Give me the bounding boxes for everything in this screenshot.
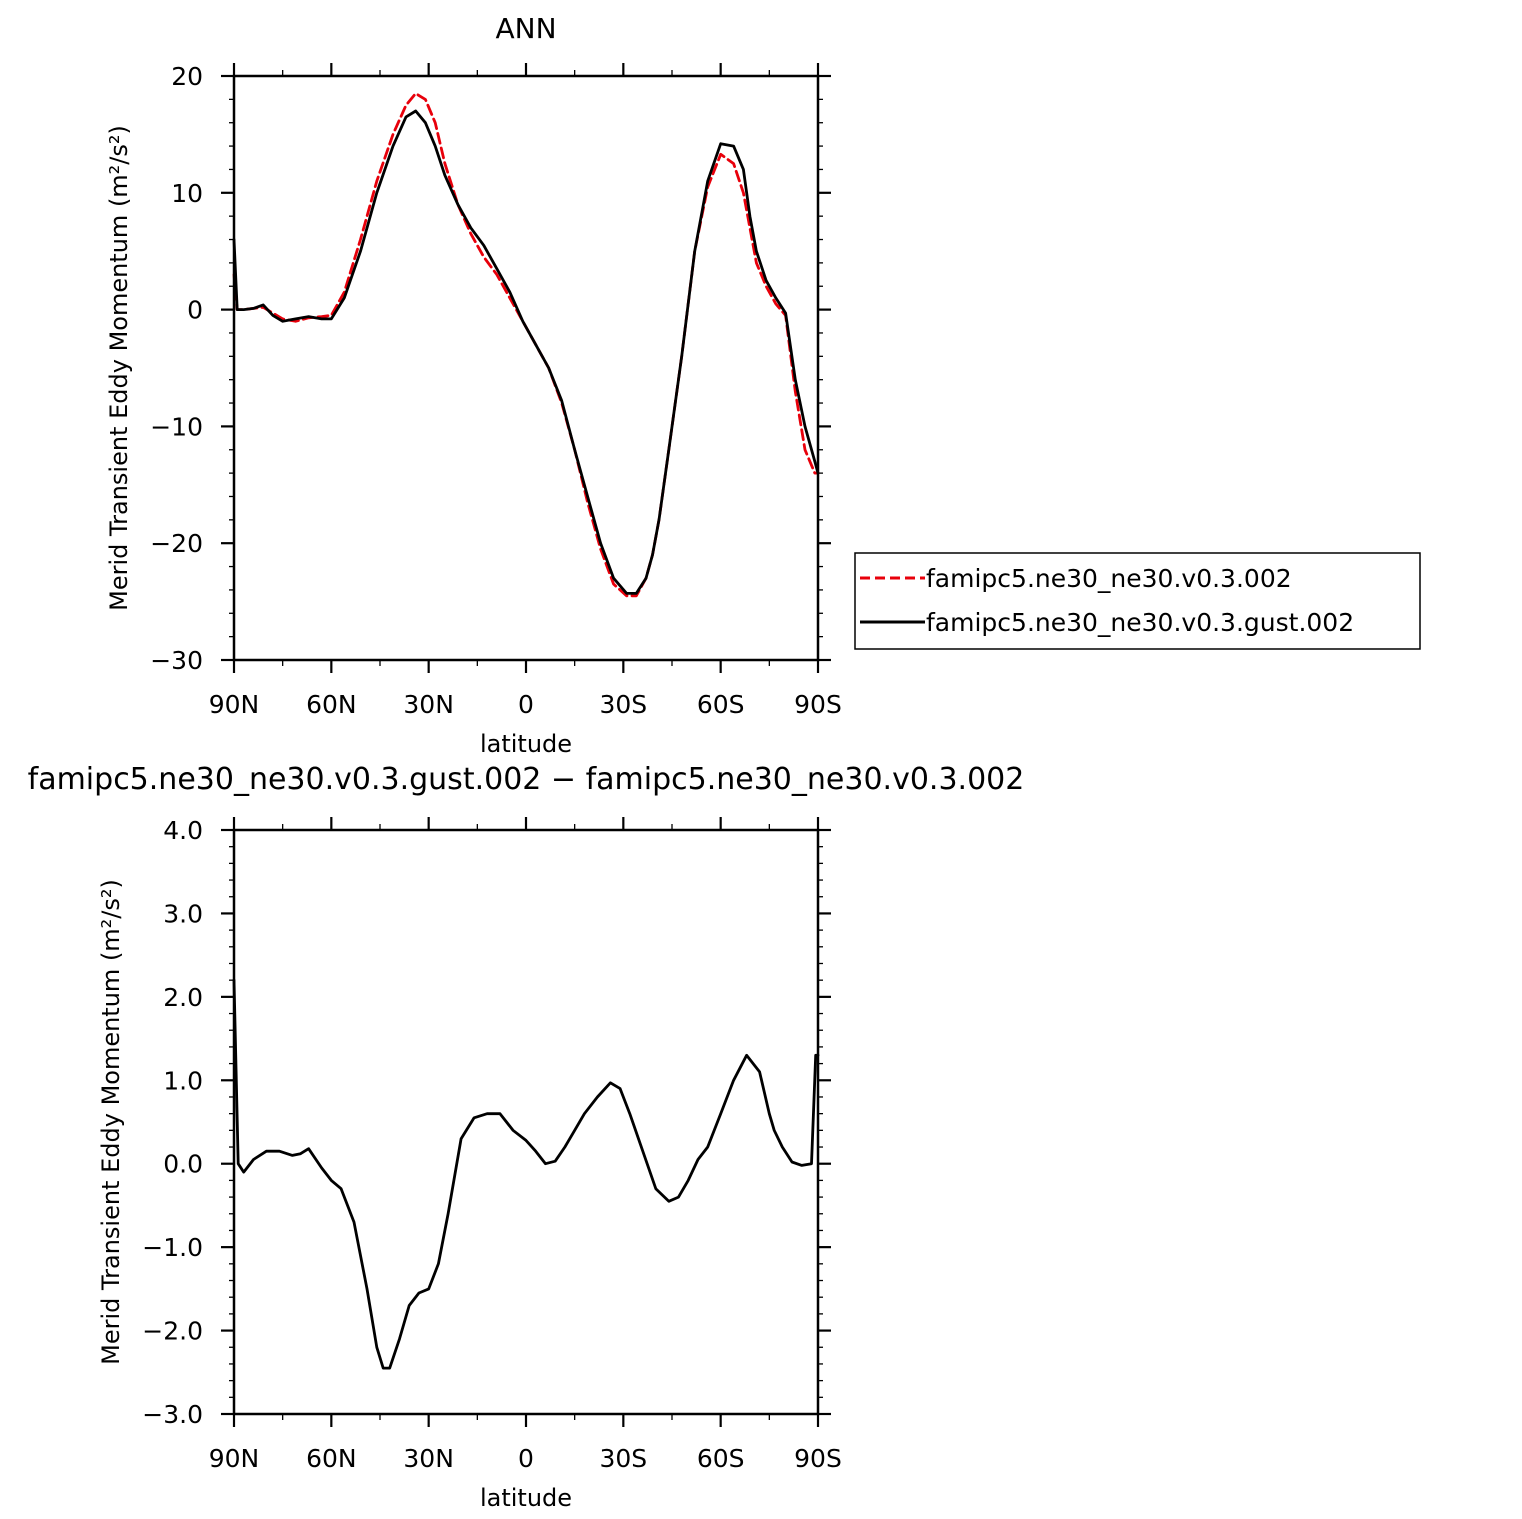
legend-box — [854, 552, 1421, 650]
y-tick-label: 2.0 — [163, 983, 203, 1012]
y-tick-label: 1.0 — [163, 1066, 203, 1095]
series-line-0 — [232, 92, 820, 598]
legend-label-control: famipc5.ne30_ne30.v0.3.002 — [926, 564, 1292, 593]
x-tick-label: 30N — [403, 690, 454, 719]
x-tick-label: 90S — [794, 690, 842, 719]
y-axis-label: Merid Transient Eddy Momentum (m²/s²) — [105, 125, 133, 611]
x-tick-label: 60N — [306, 690, 357, 719]
x-tick-labels: 90N 60N 30N 0 30S 60S 90S — [209, 1444, 842, 1473]
x-axis-label: latitude — [480, 1484, 572, 1512]
series-line-1 — [232, 109, 820, 595]
x-tick-label: 0 — [518, 1444, 534, 1473]
y-tick-label: 0 — [187, 296, 203, 325]
x-tick-label: 90N — [209, 690, 260, 719]
series-lines — [232, 92, 820, 598]
x-tick-label: 90N — [209, 1444, 260, 1473]
x-tick-label: 60S — [697, 1444, 745, 1473]
y-tick-labels: −3.0 −2.0 −1.0 0.0 1.0 2.0 3.0 4.0 — [142, 816, 203, 1429]
x-tick-label: 30S — [599, 1444, 647, 1473]
x-tick-label: 0 — [518, 690, 534, 719]
x-tick-label: 30S — [599, 690, 647, 719]
y-tick-label: −1.0 — [142, 1233, 203, 1262]
chart-title: famipc5.ne30_ne30.v0.3.gust.002 − famipc… — [28, 762, 1025, 797]
minor-ticks — [229, 70, 823, 666]
y-tick-label: 10 — [171, 179, 203, 208]
y-tick-label: −2.0 — [142, 1317, 203, 1346]
legend-label-gust: famipc5.ne30_ne30.v0.3.gust.002 — [926, 608, 1354, 637]
series-line-0 — [232, 978, 820, 1370]
major-ticks — [221, 817, 831, 1427]
x-tick-label: 90S — [794, 1444, 842, 1473]
y-tick-label: 4.0 — [163, 816, 203, 845]
legend: famipc5.ne30_ne30.v0.3.002 famipc5.ne30_… — [854, 552, 1421, 650]
y-tick-label: 20 — [171, 62, 203, 91]
chart-title: ANN — [495, 12, 556, 45]
plot-frame — [232, 74, 820, 662]
plot-frame — [232, 828, 820, 1416]
y-tick-label: −30 — [150, 646, 203, 675]
top-chart-panel: ANN Merid Transient Eddy Momentum (m²/s²… — [105, 12, 1421, 758]
y-axis-label: Merid Transient Eddy Momentum (m²/s²) — [97, 879, 125, 1365]
minor-ticks — [229, 824, 823, 1420]
y-tick-label: −20 — [150, 529, 203, 558]
y-tick-label: 0.0 — [163, 1150, 203, 1179]
series-lines — [232, 978, 820, 1370]
x-tick-labels: 90N 60N 30N 0 30S 60S 90S — [209, 690, 842, 719]
y-tick-label: 3.0 — [163, 899, 203, 928]
bottom-chart-panel: famipc5.ne30_ne30.v0.3.gust.002 − famipc… — [28, 762, 1025, 1512]
y-tick-label: −3.0 — [142, 1400, 203, 1429]
y-tick-labels: −30 −20 −10 0 10 20 — [150, 62, 203, 675]
x-axis-label: latitude — [480, 730, 572, 758]
x-tick-label: 60N — [306, 1444, 357, 1473]
y-tick-label: −10 — [150, 412, 203, 441]
x-tick-label: 60S — [697, 690, 745, 719]
major-ticks — [221, 63, 831, 673]
x-tick-label: 30N — [403, 1444, 454, 1473]
